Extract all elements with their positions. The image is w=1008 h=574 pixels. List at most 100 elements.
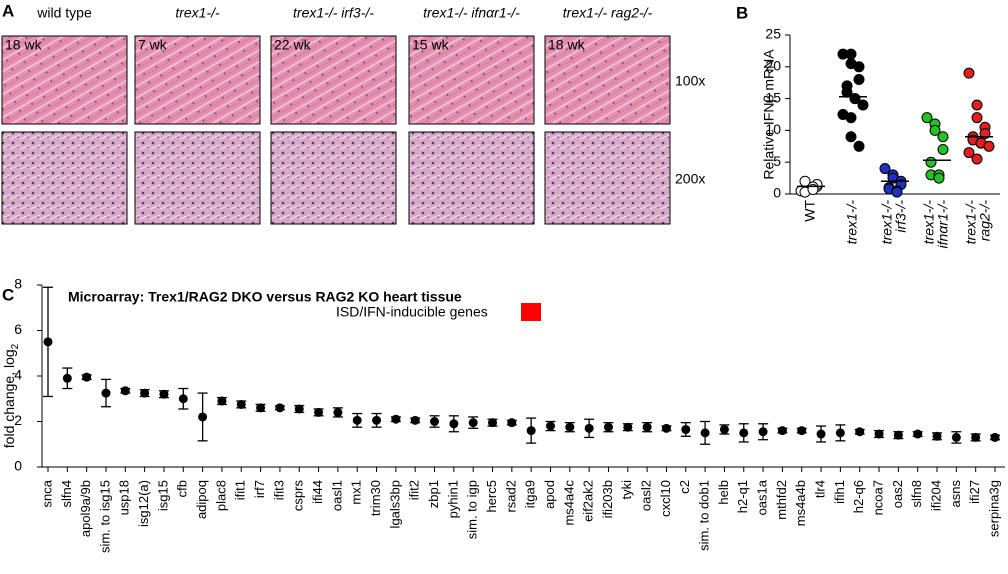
y-tick-label: 25 <box>765 26 781 42</box>
x-tick-label: serpina3g <box>986 480 1001 537</box>
data-point <box>853 74 865 86</box>
x-tick-label: sim. to igp <box>465 480 480 539</box>
data-point <box>971 153 983 165</box>
y-tick-label: 8 <box>14 276 22 292</box>
data-point <box>661 423 671 433</box>
data-point <box>430 417 440 426</box>
histology-image <box>544 131 671 225</box>
x-tick-label: helb <box>716 480 731 505</box>
y-tick-label: 10 <box>765 121 781 137</box>
y-tick-label: 15 <box>765 89 781 105</box>
panel-letter: A <box>2 1 14 20</box>
age-label: 15 wk <box>412 37 450 53</box>
x-tick-label: oasl1 <box>329 480 344 511</box>
data-point <box>937 143 949 155</box>
y-tick-label: 4 <box>14 367 22 383</box>
data-point <box>159 389 169 399</box>
histology-image <box>408 131 535 225</box>
magnification: 100x <box>675 73 705 89</box>
data-point <box>971 112 983 124</box>
data-point <box>963 67 975 79</box>
data-point <box>853 140 865 152</box>
x-tick-label: mthfd2 <box>774 480 789 520</box>
x-tick-label: zbp1 <box>426 480 441 508</box>
data-point <box>140 388 150 398</box>
x-tick-label: tyki <box>619 480 634 500</box>
column-title: trex1-/- rag2-/- <box>563 5 653 21</box>
data-point <box>937 131 949 143</box>
y-tick-label: 2 <box>14 412 22 428</box>
data-point <box>294 404 304 414</box>
data-point <box>410 415 420 425</box>
data-point <box>971 99 983 111</box>
data-point <box>797 426 807 436</box>
data-point <box>983 140 995 152</box>
x-tick-label: ifit1 <box>233 480 248 500</box>
x-tick-label: rag2-/- <box>977 200 993 242</box>
data-point <box>372 415 382 425</box>
data-point <box>642 422 652 432</box>
x-tick-label: WT <box>802 200 818 222</box>
data-point <box>120 386 130 396</box>
data-point <box>951 432 961 442</box>
data-point <box>835 428 845 438</box>
histology-image <box>134 35 261 125</box>
data-point <box>217 396 227 406</box>
x-tick-label: ms4a4b <box>793 480 808 526</box>
x-tick-label: h2-q1 <box>735 480 750 513</box>
column-title: trex1-/- irf3-/- <box>293 5 374 21</box>
data-point <box>719 424 729 434</box>
y-axis-label-main: fold change, log <box>1 349 17 448</box>
data-point <box>275 403 285 413</box>
x-tick-label: slfn8 <box>909 480 924 507</box>
histology-image <box>270 35 397 125</box>
y-axis-label-sub: 2 <box>10 343 21 349</box>
x-tick-label: apod <box>542 480 557 509</box>
x-tick-label: h2-q6 <box>851 480 866 513</box>
magnification: 200x <box>675 171 705 187</box>
legend-swatch <box>521 303 541 321</box>
x-tick-label: sim. to isg15 <box>97 480 112 553</box>
data-point <box>449 419 459 429</box>
x-tick-label: rsad2 <box>503 480 518 513</box>
x-tick-label: isg12(a) <box>136 480 151 527</box>
data-point <box>545 421 555 431</box>
y-tick-label: 20 <box>765 58 781 74</box>
data-point <box>43 337 53 347</box>
x-tick-label: ifi27 <box>967 480 982 504</box>
data-point <box>584 423 594 433</box>
data-point <box>314 407 324 417</box>
data-point <box>845 48 857 60</box>
data-point <box>971 432 981 442</box>
x-tick-label: ifit2 <box>407 480 422 500</box>
data-point <box>603 422 613 432</box>
data-point <box>845 131 857 143</box>
x-tick-label: ifih1 <box>832 480 847 504</box>
data-point <box>178 394 188 404</box>
data-point <box>929 124 941 136</box>
data-point <box>739 428 749 438</box>
data-point <box>921 112 933 124</box>
x-tick-label: irf7 <box>252 480 267 498</box>
y-tick-label: 0 <box>14 458 22 474</box>
data-point <box>256 403 266 413</box>
x-tick-label: tlr4 <box>812 480 827 498</box>
y-tick-label: 0 <box>773 185 781 201</box>
panel-letter: C <box>2 285 14 304</box>
data-point <box>855 427 865 437</box>
data-point <box>925 156 937 168</box>
legend-label: ISD/IFN-inducible genes <box>336 304 488 320</box>
data-point <box>758 427 768 437</box>
x-tick-label: isg15 <box>155 480 170 511</box>
x-tick-label: lgals3bp <box>387 480 402 528</box>
data-point <box>352 415 362 425</box>
histology-image <box>134 131 261 225</box>
x-tick-label: oasl2 <box>639 480 654 511</box>
x-tick-label: csprs <box>291 480 306 512</box>
x-tick-label: ifi44 <box>310 480 325 504</box>
chart-title: Microarray: Trex1/RAG2 DKO versus RAG2 K… <box>68 289 462 305</box>
data-point <box>879 163 891 175</box>
data-point <box>932 431 942 441</box>
x-tick-label: cxcl10 <box>658 480 673 517</box>
data-point <box>507 418 517 428</box>
